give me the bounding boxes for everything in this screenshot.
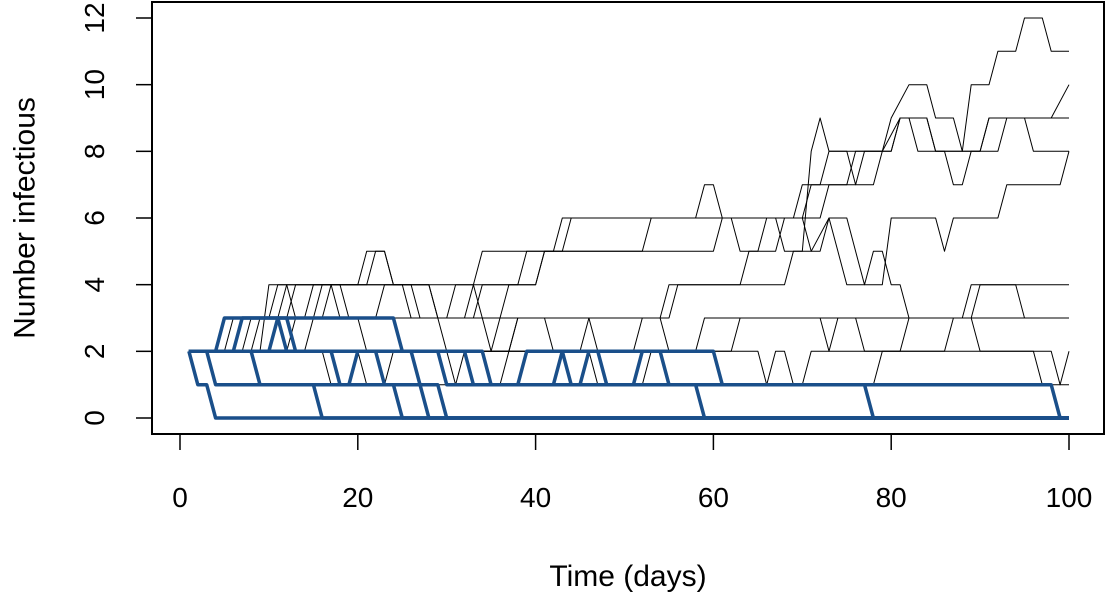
y-axis: 0 2 4 6 8 10 12 (79, 2, 153, 426)
growing-series-group (188, 17, 1070, 386)
series-line-run-4 (188, 84, 1070, 352)
series-line-run-5 (188, 151, 1070, 352)
x-axis-title: Time (days) (549, 560, 706, 593)
series-line-ext-8 (188, 349, 1069, 420)
series-line-run-6 (188, 217, 1069, 352)
series-line-ext-1 (188, 316, 1069, 420)
x-axis: 0 20 40 60 80 100 (172, 433, 1093, 513)
y-tick-label: 4 (79, 277, 110, 293)
y-tick-label: 6 (79, 210, 110, 226)
y-tick-label: 10 (79, 69, 110, 100)
series-line-run-9 (188, 317, 1069, 386)
y-tick-label: 2 (79, 344, 110, 360)
series-line-ext-5 (188, 316, 1069, 420)
x-tick-label: 60 (698, 482, 729, 513)
y-axis-title: Number infectious (9, 97, 42, 339)
y-tick-label: 0 (79, 410, 110, 426)
x-tick-label: 0 (172, 482, 188, 513)
x-tick-label: 100 (1046, 482, 1093, 513)
y-tick-label: 8 (79, 144, 110, 160)
x-tick-label: 80 (876, 482, 907, 513)
series-line-run-8 (188, 284, 1069, 386)
y-tick-label: 12 (79, 2, 110, 33)
series-line-ext-4 (188, 316, 1069, 420)
x-tick-label: 40 (520, 482, 551, 513)
extinct-series-group (187, 316, 1069, 420)
x-tick-label: 20 (342, 482, 373, 513)
series-line-run-2 (188, 17, 1069, 352)
series-line-run-7 (188, 284, 1069, 386)
